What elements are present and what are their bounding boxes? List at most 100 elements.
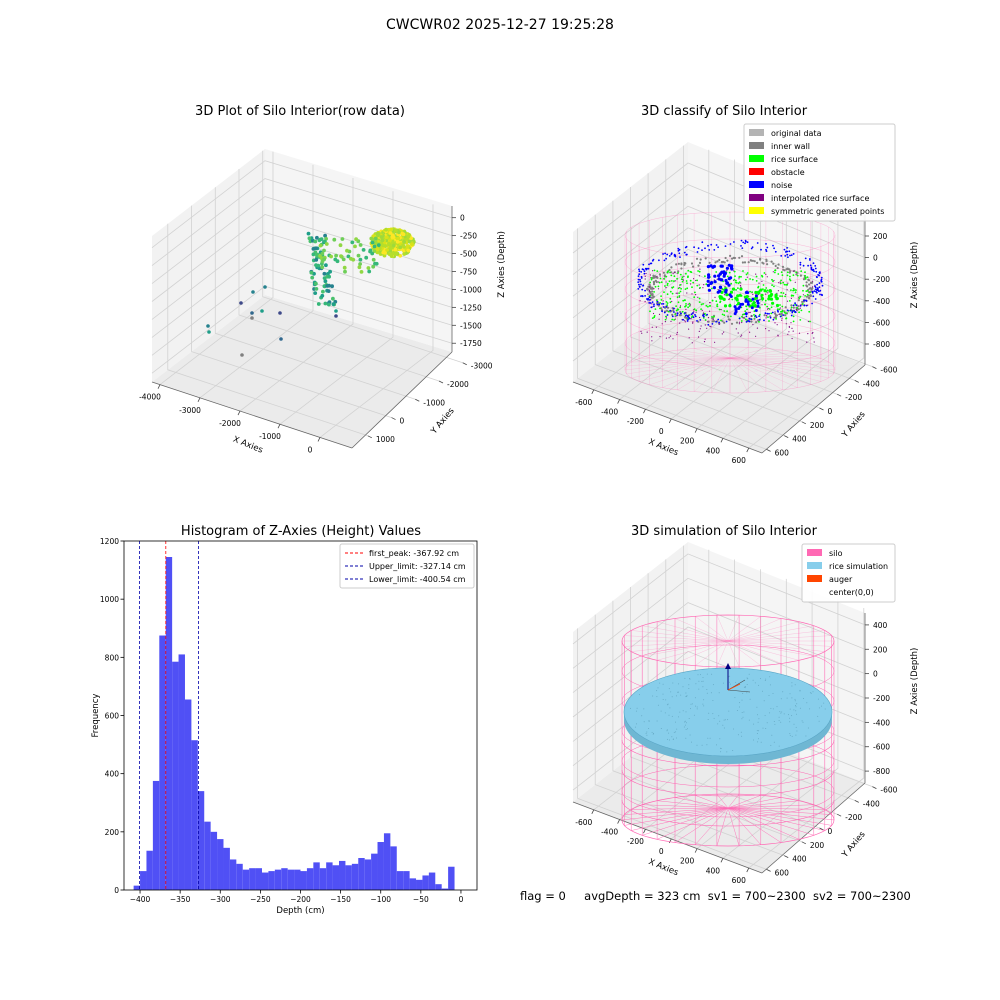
data-point (394, 251, 399, 256)
rice-surface-point (759, 288, 763, 292)
noise-point (717, 274, 721, 278)
silo-bottom-spoke (727, 807, 832, 815)
rice-surface-point (792, 320, 795, 323)
interpolated-point (752, 293, 754, 296)
noise-point (756, 301, 760, 305)
data-point (313, 239, 318, 244)
histogram-bar (217, 839, 224, 890)
silo-bottom-spoke (626, 357, 731, 367)
rice-mesh-point (673, 738, 674, 740)
data-point (320, 293, 325, 298)
histogram-bar (178, 654, 185, 890)
interpolated-point (765, 317, 767, 319)
noise-point (666, 253, 669, 256)
noise-point (727, 263, 731, 267)
inner-wall-point (806, 285, 809, 288)
legend-label: first_peak: -367.92 cm (369, 549, 459, 558)
silo-ring-front (621, 769, 835, 797)
interpolated-point (766, 315, 768, 317)
legend-classify (743, 123, 896, 222)
rice-surface-point (684, 288, 687, 290)
histogram-bar (159, 635, 166, 890)
x-tick (668, 418, 672, 424)
x-tick-label: 600 (732, 456, 747, 465)
silo-top-spoke (624, 640, 729, 647)
interpolated-point (739, 285, 742, 287)
interpolated-point (785, 293, 787, 296)
x-tick-label: -200 (627, 837, 644, 846)
silo-bottom-spoke (727, 797, 782, 809)
noise-point (638, 285, 641, 288)
rice-surface-point (809, 320, 811, 323)
gridline (151, 231, 453, 320)
inner-wall-point (733, 256, 737, 260)
noise-point (708, 249, 711, 251)
interpolated-point (811, 332, 813, 334)
inner-wall-point (731, 257, 734, 260)
silo-top-spoke (727, 615, 740, 642)
histogram-bar (339, 860, 346, 890)
rice-surface-point (654, 285, 657, 288)
noise-point (648, 296, 651, 299)
histogram-legend (339, 543, 475, 589)
interpolated-point (691, 293, 693, 295)
histogram-bar (172, 661, 179, 890)
interpolated-point (791, 327, 793, 329)
rice-mesh-point (720, 751, 722, 753)
interpolated-point (717, 289, 719, 291)
rice-mesh-point (691, 703, 693, 705)
y-tick-label: -200 (845, 393, 862, 402)
gridline (319, 204, 434, 438)
y-tick-label: 0 (828, 827, 833, 836)
noise-point (637, 281, 640, 283)
y-axis-line (351, 351, 453, 449)
interpolated-point (651, 336, 653, 338)
inner-wall-point (774, 264, 777, 268)
rice-mesh-point (684, 721, 686, 723)
rice-surface-point (667, 310, 670, 313)
noise-point (751, 246, 754, 249)
noise-point (814, 298, 817, 300)
silo-bottom-spoke (727, 800, 799, 809)
x-tick (591, 809, 595, 814)
data-point (389, 246, 393, 251)
rice-mesh-point (765, 678, 767, 680)
histogram-bar (390, 846, 397, 891)
data-point (391, 243, 396, 248)
rice-surface-point (713, 315, 715, 318)
interpolated-point (723, 294, 726, 296)
inner-wall-point (707, 320, 710, 323)
interpolated-point (786, 300, 789, 302)
rice-mesh-point (770, 744, 772, 746)
rice-surface-point (660, 295, 662, 297)
y-tick (801, 421, 807, 425)
histogram-bar (332, 865, 340, 890)
rice-mesh-point (676, 737, 677, 739)
y-tick-label: 600 (105, 712, 120, 721)
noise-point (802, 264, 805, 267)
inner-wall-point (808, 297, 811, 300)
rice-mesh-point (691, 741, 692, 743)
histogram-bar (184, 699, 192, 890)
rice-surface-point (653, 269, 656, 272)
rice-surface-point (709, 304, 711, 307)
noise-point (758, 315, 760, 318)
rice-mesh-point (824, 708, 826, 710)
interpolated-point (785, 323, 787, 325)
data-point (332, 237, 337, 242)
rice-surface-point (649, 281, 651, 284)
rice-mesh-point (706, 744, 708, 746)
rice-mesh-point (695, 683, 697, 685)
legend-swatch (749, 194, 764, 201)
interpolated-point (761, 280, 763, 282)
inner-wall-point (765, 260, 768, 263)
silo-bottom-spoke (727, 807, 814, 836)
y-tick-label: -2000 (447, 380, 469, 389)
rice-mesh-point (657, 687, 659, 689)
noise-point (792, 253, 795, 255)
histogram-bar (377, 842, 384, 890)
rice-mesh-point (760, 741, 762, 743)
y-tick (784, 435, 789, 438)
rice-mesh-point (741, 735, 743, 737)
rice-surface-point (781, 274, 784, 276)
